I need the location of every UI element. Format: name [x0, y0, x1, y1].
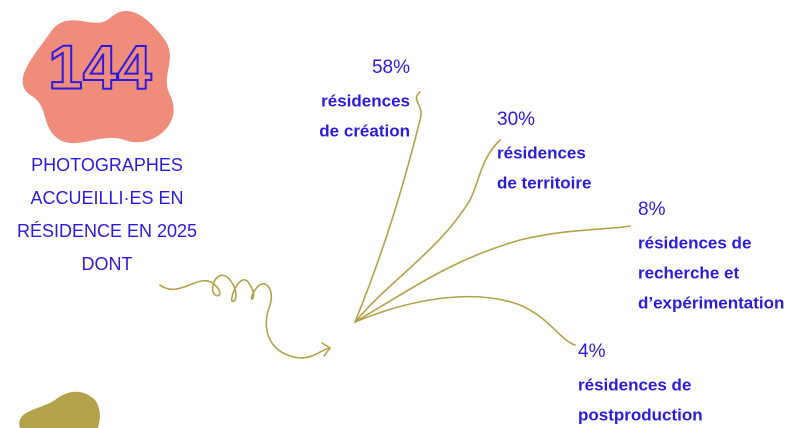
branch-label: résidences — [321, 91, 410, 110]
branch-curve — [355, 297, 575, 345]
headline-line: ACCUEILLI·ES EN — [30, 188, 183, 208]
headline-line: DONT — [82, 254, 133, 274]
branch-label: recherche et — [638, 263, 739, 282]
olive-blob — [19, 392, 100, 428]
branch-label: de territoire — [497, 173, 591, 192]
headline-line: PHOTOGRAPHES — [31, 155, 183, 175]
branch-percent: 8% — [638, 199, 666, 220]
branch-label: postproduction — [578, 405, 703, 424]
headline-number: 144 — [48, 33, 152, 102]
branch-label: résidences — [497, 143, 586, 162]
branch-curve — [355, 140, 500, 322]
squiggle-arrow — [160, 275, 330, 358]
branch-label: résidences de — [638, 233, 751, 252]
branch-percent: 4% — [578, 341, 606, 362]
infographic: 144 PHOTOGRAPHES ACCUEILLI·ES EN RÉSIDENCE… — [0, 0, 810, 428]
branch-percent: 58% — [372, 57, 410, 78]
branch-label: de création — [319, 121, 410, 140]
headline-line: RÉSIDENCE EN 2025 — [17, 221, 197, 241]
branch-label: résidences de — [578, 375, 691, 394]
branch-percent: 30% — [497, 109, 535, 130]
branch-label: d’expérimentation — [638, 293, 784, 312]
